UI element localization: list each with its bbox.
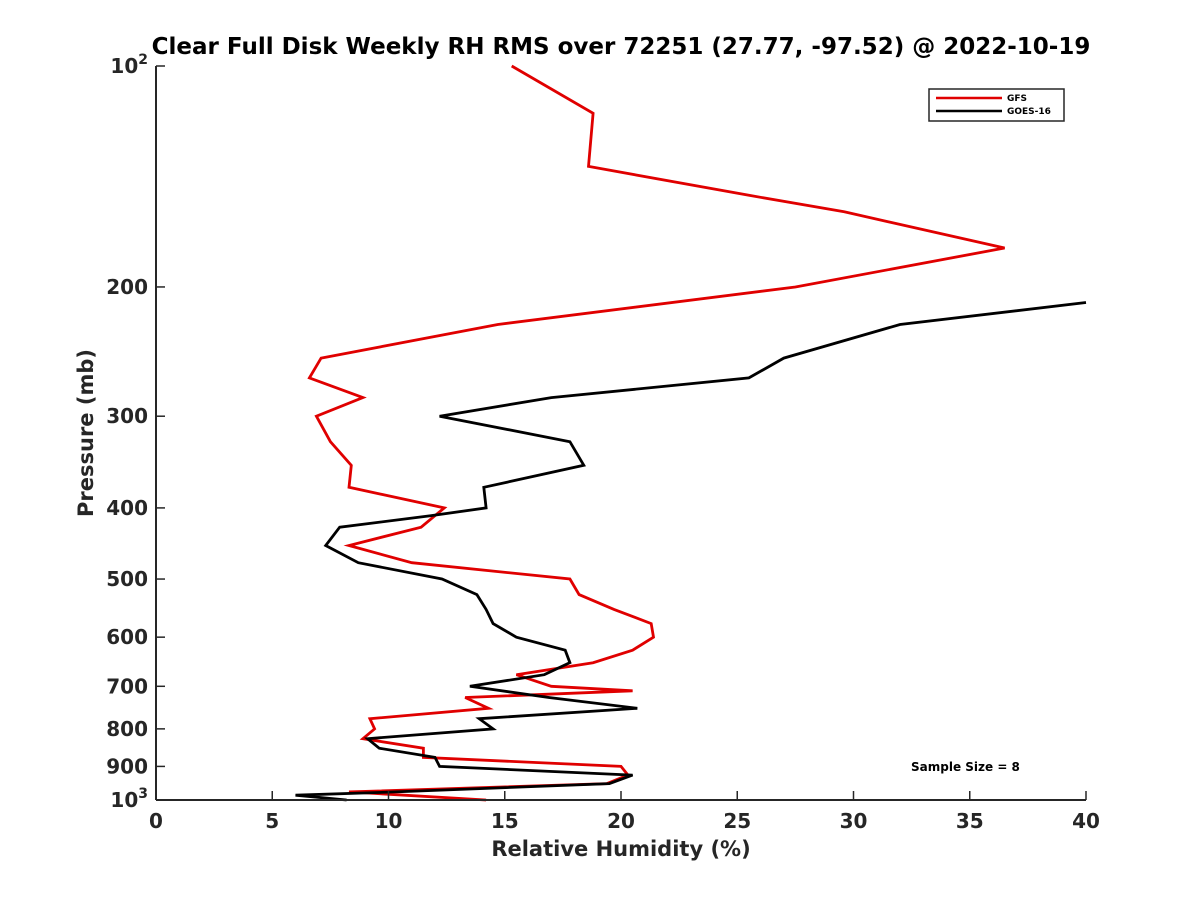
y-tick-label: 800 bbox=[106, 717, 148, 741]
x-tick-label: 15 bbox=[491, 809, 519, 833]
y-tick-label: 900 bbox=[106, 754, 148, 778]
y-axis-label: Pressure (mb) bbox=[74, 349, 98, 517]
y-tick-label: 300 bbox=[106, 404, 148, 428]
x-axis-label: Relative Humidity (%) bbox=[491, 837, 750, 861]
legend-label-gfs: GFS bbox=[1007, 94, 1027, 104]
y-tick-label: 500 bbox=[106, 567, 148, 591]
y-tick-label: 103 bbox=[110, 786, 148, 812]
chart-title: Clear Full Disk Weekly RH RMS over 72251… bbox=[152, 34, 1091, 60]
sample-size-annotation: Sample Size = 8 bbox=[911, 760, 1020, 774]
legend-label-goes16: GOES-16 bbox=[1007, 107, 1051, 117]
y-tick-label: 600 bbox=[106, 625, 148, 649]
legend: GFS GOES-16 bbox=[928, 88, 1065, 122]
x-tick-group: 0 5 10 15 20 25 30 35 40 bbox=[149, 791, 1100, 833]
series-line-goes16 bbox=[295, 301, 1087, 802]
x-tick-label: 20 bbox=[607, 809, 635, 833]
series-layer bbox=[295, 64, 1087, 802]
x-tick-label: 35 bbox=[956, 809, 984, 833]
x-tick-label: 5 bbox=[265, 809, 279, 833]
x-tick-label: 0 bbox=[149, 809, 163, 833]
y-tick-group: 102 200 300 400 500 600 700 800 900 103 bbox=[106, 52, 165, 812]
y-tick-label: 102 bbox=[110, 52, 148, 78]
x-tick-label: 30 bbox=[840, 809, 868, 833]
legend-box bbox=[928, 88, 1065, 122]
x-tick-label: 40 bbox=[1072, 809, 1100, 833]
x-tick-label: 25 bbox=[723, 809, 751, 833]
y-tick-label: 400 bbox=[106, 496, 148, 520]
y-tick-label: 700 bbox=[106, 674, 148, 698]
x-tick-label: 10 bbox=[375, 809, 403, 833]
y-tick-label: 200 bbox=[106, 275, 148, 299]
series-line-gfs bbox=[307, 64, 1005, 802]
